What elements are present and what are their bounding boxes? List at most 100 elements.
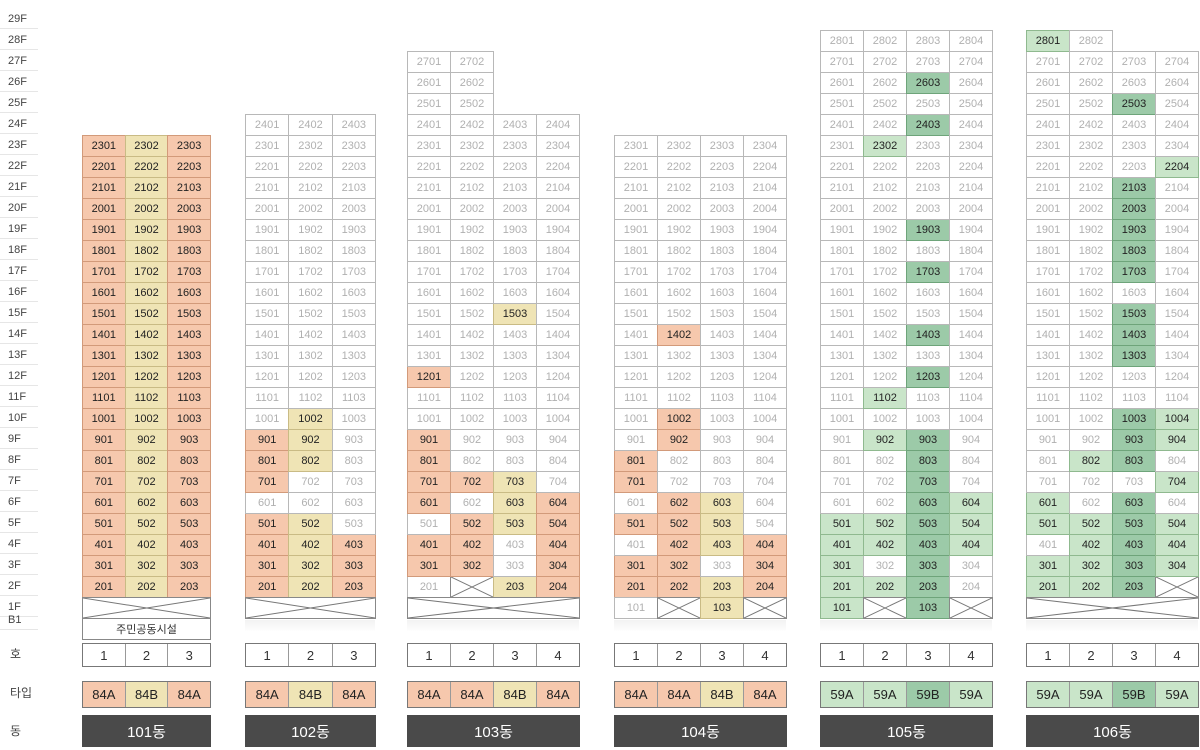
- unit-cell[interactable]: 2403: [331, 114, 376, 136]
- unit-cell[interactable]: 1303: [1112, 345, 1156, 367]
- unit-cell[interactable]: 1904: [1155, 219, 1199, 241]
- unit-cell[interactable]: 2001: [1026, 198, 1070, 220]
- unit-cell[interactable]: 501: [407, 513, 451, 535]
- unit-cell[interactable]: 204: [536, 576, 580, 598]
- unit-cell[interactable]: 201: [245, 576, 290, 598]
- unit-cell[interactable]: 703: [493, 471, 537, 493]
- unit-cell[interactable]: 401: [407, 534, 451, 556]
- unit-cell[interactable]: 1802: [657, 240, 701, 262]
- building-name-button[interactable]: 106동: [1026, 715, 1199, 747]
- unit-cell[interactable]: 201: [82, 576, 126, 598]
- unit-cell[interactable]: 803: [906, 450, 950, 472]
- unit-cell[interactable]: 1001: [82, 408, 126, 430]
- unit-cell[interactable]: 1003: [1112, 408, 1156, 430]
- unit-cell[interactable]: 502: [288, 513, 333, 535]
- unit-cell[interactable]: 2803: [906, 30, 950, 52]
- unit-cell[interactable]: 804: [949, 450, 993, 472]
- unit-cell[interactable]: 802: [1069, 450, 1113, 472]
- unit-cell[interactable]: 901: [1026, 429, 1070, 451]
- unit-cell[interactable]: 1502: [657, 303, 701, 325]
- unit-cell[interactable]: 1004: [536, 408, 580, 430]
- unit-cell[interactable]: 1503: [1112, 303, 1156, 325]
- unit-cell[interactable]: 2104: [949, 177, 993, 199]
- unit-cell[interactable]: 2104: [743, 177, 787, 199]
- unit-cell[interactable]: 1304: [1155, 345, 1199, 367]
- unit-cell[interactable]: 2202: [1069, 156, 1113, 178]
- unit-cell[interactable]: 2202: [863, 156, 907, 178]
- unit-cell[interactable]: 603: [1112, 492, 1156, 514]
- unit-cell[interactable]: 304: [949, 555, 993, 577]
- unit-cell[interactable]: 1802: [1069, 240, 1113, 262]
- unit-cell[interactable]: 1604: [1155, 282, 1199, 304]
- unit-cell[interactable]: 1602: [288, 282, 333, 304]
- unit-cell[interactable]: 1403: [167, 324, 211, 346]
- unit-cell[interactable]: 404: [536, 534, 580, 556]
- unit-cell[interactable]: 803: [1112, 450, 1156, 472]
- unit-cell[interactable]: 1803: [493, 240, 537, 262]
- unit-cell[interactable]: 1003: [493, 408, 537, 430]
- unit-cell[interactable]: 201: [614, 576, 658, 598]
- unit-cell[interactable]: 1501: [614, 303, 658, 325]
- unit-cell[interactable]: 703: [700, 471, 744, 493]
- unit-cell[interactable]: 1503: [167, 303, 211, 325]
- unit-cell[interactable]: 1901: [820, 219, 864, 241]
- unit-cell[interactable]: 2002: [288, 198, 333, 220]
- unit-cell[interactable]: 1201: [407, 366, 451, 388]
- unit-cell[interactable]: 602: [657, 492, 701, 514]
- unit-cell[interactable]: 701: [407, 471, 451, 493]
- unit-cell[interactable]: 1602: [863, 282, 907, 304]
- unit-cell[interactable]: 1304: [536, 345, 580, 367]
- unit-cell[interactable]: 304: [536, 555, 580, 577]
- unit-cell[interactable]: 2303: [331, 135, 376, 157]
- unit-cell[interactable]: 201: [1026, 576, 1070, 598]
- unit-cell[interactable]: 2102: [288, 177, 333, 199]
- unit-cell[interactable]: 2404: [949, 114, 993, 136]
- unit-cell[interactable]: 403: [331, 534, 376, 556]
- unit-cell[interactable]: 1801: [1026, 240, 1070, 262]
- unit-cell[interactable]: 704: [949, 471, 993, 493]
- unit-cell[interactable]: 1602: [450, 282, 494, 304]
- unit-cell[interactable]: 2104: [536, 177, 580, 199]
- unit-cell[interactable]: 2303: [167, 135, 211, 157]
- unit-cell[interactable]: 2301: [407, 135, 451, 157]
- unit-cell[interactable]: 2704: [949, 51, 993, 73]
- unit-cell[interactable]: 1904: [949, 219, 993, 241]
- unit-cell[interactable]: 402: [657, 534, 701, 556]
- unit-cell[interactable]: 501: [1026, 513, 1070, 535]
- unit-cell[interactable]: 2002: [863, 198, 907, 220]
- unit-cell[interactable]: 201: [407, 576, 451, 598]
- unit-cell[interactable]: 2102: [657, 177, 701, 199]
- unit-cell[interactable]: 1302: [288, 345, 333, 367]
- unit-cell[interactable]: 1503: [700, 303, 744, 325]
- unit-cell[interactable]: 1403: [493, 324, 537, 346]
- unit-cell[interactable]: 1101: [1026, 387, 1070, 409]
- unit-cell[interactable]: 202: [657, 576, 701, 598]
- unit-cell[interactable]: 1404: [1155, 324, 1199, 346]
- unit-cell[interactable]: 1701: [1026, 261, 1070, 283]
- unit-cell[interactable]: 2401: [1026, 114, 1070, 136]
- unit-cell[interactable]: 703: [1112, 471, 1156, 493]
- unit-cell[interactable]: 2304: [1155, 135, 1199, 157]
- unit-cell[interactable]: 1604: [949, 282, 993, 304]
- unit-cell[interactable]: 1702: [124, 261, 169, 283]
- unit-cell[interactable]: 1302: [863, 345, 907, 367]
- unit-cell[interactable]: 1801: [82, 240, 126, 262]
- unit-cell[interactable]: 304: [1155, 555, 1199, 577]
- unit-cell[interactable]: 301: [1026, 555, 1070, 577]
- unit-cell[interactable]: 1502: [124, 303, 169, 325]
- unit-cell[interactable]: 2304: [536, 135, 580, 157]
- unit-cell[interactable]: 704: [536, 471, 580, 493]
- building-name-button[interactable]: 103동: [407, 715, 580, 747]
- unit-cell[interactable]: 202: [863, 576, 907, 598]
- unit-cell[interactable]: 2404: [1155, 114, 1199, 136]
- unit-cell[interactable]: 801: [407, 450, 451, 472]
- unit-cell[interactable]: 1603: [331, 282, 376, 304]
- unit-cell[interactable]: 1001: [1026, 408, 1070, 430]
- unit-cell[interactable]: 2501: [1026, 93, 1070, 115]
- unit-cell[interactable]: 1803: [1112, 240, 1156, 262]
- unit-cell[interactable]: 803: [493, 450, 537, 472]
- unit-cell[interactable]: 1102: [288, 387, 333, 409]
- unit-cell[interactable]: 1203: [700, 366, 744, 388]
- unit-cell[interactable]: 2204: [536, 156, 580, 178]
- unit-cell[interactable]: 902: [450, 429, 494, 451]
